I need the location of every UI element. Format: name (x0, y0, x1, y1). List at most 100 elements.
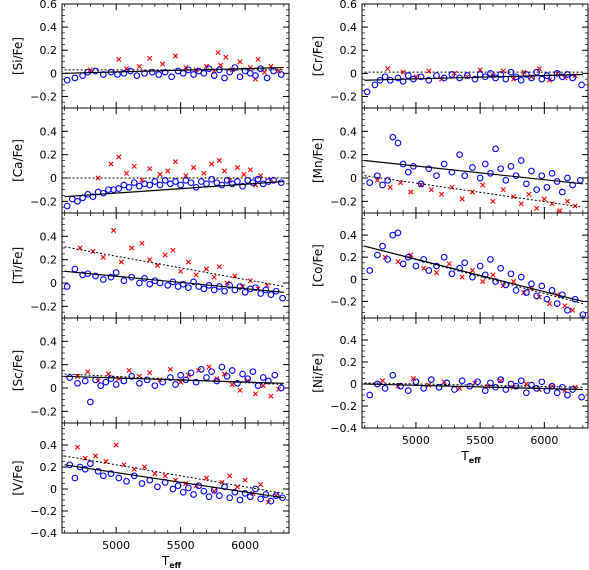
y-tick-label: 0.4 (340, 229, 358, 242)
blue-circle-point (543, 183, 551, 191)
solid-fit-line (64, 180, 284, 198)
blue-circle-point (412, 378, 420, 386)
y-axis-label: [Ca/Fe] (11, 139, 25, 182)
red-cross-point (374, 177, 380, 183)
red-cross-point (534, 205, 540, 211)
blue-circle-point (185, 484, 192, 492)
blue-circle-point (448, 270, 456, 278)
blue-circle-point (394, 74, 402, 82)
blue-circle-point (179, 69, 187, 77)
y-tick-label: 0.4 (340, 21, 358, 34)
blue-circle-point (143, 376, 151, 384)
blue-circle-point (63, 76, 71, 84)
blue-circle-point (239, 182, 246, 190)
blue-circle-point (463, 72, 471, 79)
x-tick-label: 6000 (530, 434, 558, 447)
red-cross-point (162, 473, 168, 479)
red-cross-point (232, 273, 238, 279)
dashed-fit-line (64, 246, 284, 287)
plot-area (364, 133, 584, 213)
blue-circle-point (241, 288, 249, 296)
red-cross-point (549, 383, 555, 389)
blue-circle-point (528, 280, 535, 288)
y-tick-label: −0.4 (30, 527, 57, 540)
blue-circle-point (497, 376, 505, 383)
blue-circle-point (270, 67, 277, 75)
blue-circle-point (168, 73, 175, 81)
blue-circle-point (200, 487, 208, 495)
blue-circle-point (252, 72, 259, 79)
red-cross-point (85, 369, 91, 375)
blue-circle-point (578, 393, 585, 401)
red-cross-point (162, 252, 168, 258)
blue-circle-point (179, 280, 187, 288)
y-tick-label: 0.2 (40, 359, 58, 372)
plot-area (63, 154, 285, 210)
blue-circle-point (404, 253, 412, 261)
red-cross-point (116, 154, 122, 160)
blue-circle-point (543, 295, 551, 303)
blue-circle-point (226, 281, 234, 289)
y-tick-label: 0 (350, 67, 357, 80)
blue-circle-point (533, 292, 540, 300)
blue-circle-point (267, 291, 275, 299)
red-cross-point (126, 367, 132, 374)
red-cross-point (203, 475, 210, 481)
blue-circle-point (379, 181, 386, 189)
blue-circle-point (87, 460, 94, 468)
blue-circle-point (156, 181, 164, 189)
blue-circle-point (476, 174, 484, 182)
y-tick-label: −0.2 (30, 90, 57, 103)
y-tick-label: 0.4 (40, 439, 58, 452)
red-cross-point (172, 53, 179, 59)
red-cross-point (268, 393, 274, 399)
y-tick-label: 0 (50, 277, 57, 290)
blue-circle-point (107, 470, 115, 477)
y-tick-label: 0 (350, 172, 357, 185)
blue-circle-point (404, 387, 412, 394)
blue-circle-point (420, 385, 427, 392)
blue-circle-point (528, 74, 535, 82)
blue-circle-point (474, 378, 481, 386)
blue-circle-point (141, 69, 148, 77)
blue-circle-point (71, 74, 79, 82)
blue-circle-point (425, 165, 433, 173)
red-cross-point (139, 177, 145, 183)
red-cross-point (433, 270, 440, 276)
red-cross-point (241, 171, 247, 178)
blue-circle-point (384, 176, 392, 184)
blue-circle-point (221, 287, 228, 295)
blue-circle-point (533, 186, 540, 194)
y-tick-label: 0.2 (340, 251, 358, 264)
blue-circle-point (538, 282, 546, 290)
blue-circle-point (223, 176, 231, 184)
plot-area (64, 442, 286, 505)
blue-circle-point (538, 172, 546, 180)
blue-circle-point (267, 497, 275, 505)
y-tick-label: −0.2 (30, 300, 57, 313)
blue-circle-point (151, 382, 159, 390)
red-cross-point (480, 182, 486, 188)
red-cross-point (165, 168, 171, 174)
red-cross-point (480, 278, 486, 285)
red-cross-point (116, 56, 122, 63)
solid-fit-line (64, 464, 284, 499)
red-cross-point (564, 198, 571, 204)
red-cross-point (224, 280, 230, 286)
y-tick-label: 0.4 (40, 21, 58, 34)
red-cross-point (541, 196, 547, 202)
panel-scfe: −0.2 0 0.2 0.4 [Sc/Fe] (11, 317, 290, 424)
red-cross-point (157, 171, 163, 178)
y-axis-label: [Sc/Fe] (11, 350, 25, 391)
blue-circle-point (257, 290, 264, 297)
blue-circle-point (374, 251, 381, 259)
y-tick-label: 0.2 (340, 44, 358, 57)
red-cross-point (557, 208, 563, 213)
panel-cofe: −0.2 0 0.2 0.4 [Co/Fe] (311, 212, 589, 319)
red-cross-point (237, 387, 243, 393)
red-cross-point (201, 170, 207, 176)
red-cross-point (221, 371, 228, 377)
red-cross-point (549, 201, 555, 207)
red-cross-point (242, 477, 248, 483)
red-cross-point (387, 184, 393, 190)
